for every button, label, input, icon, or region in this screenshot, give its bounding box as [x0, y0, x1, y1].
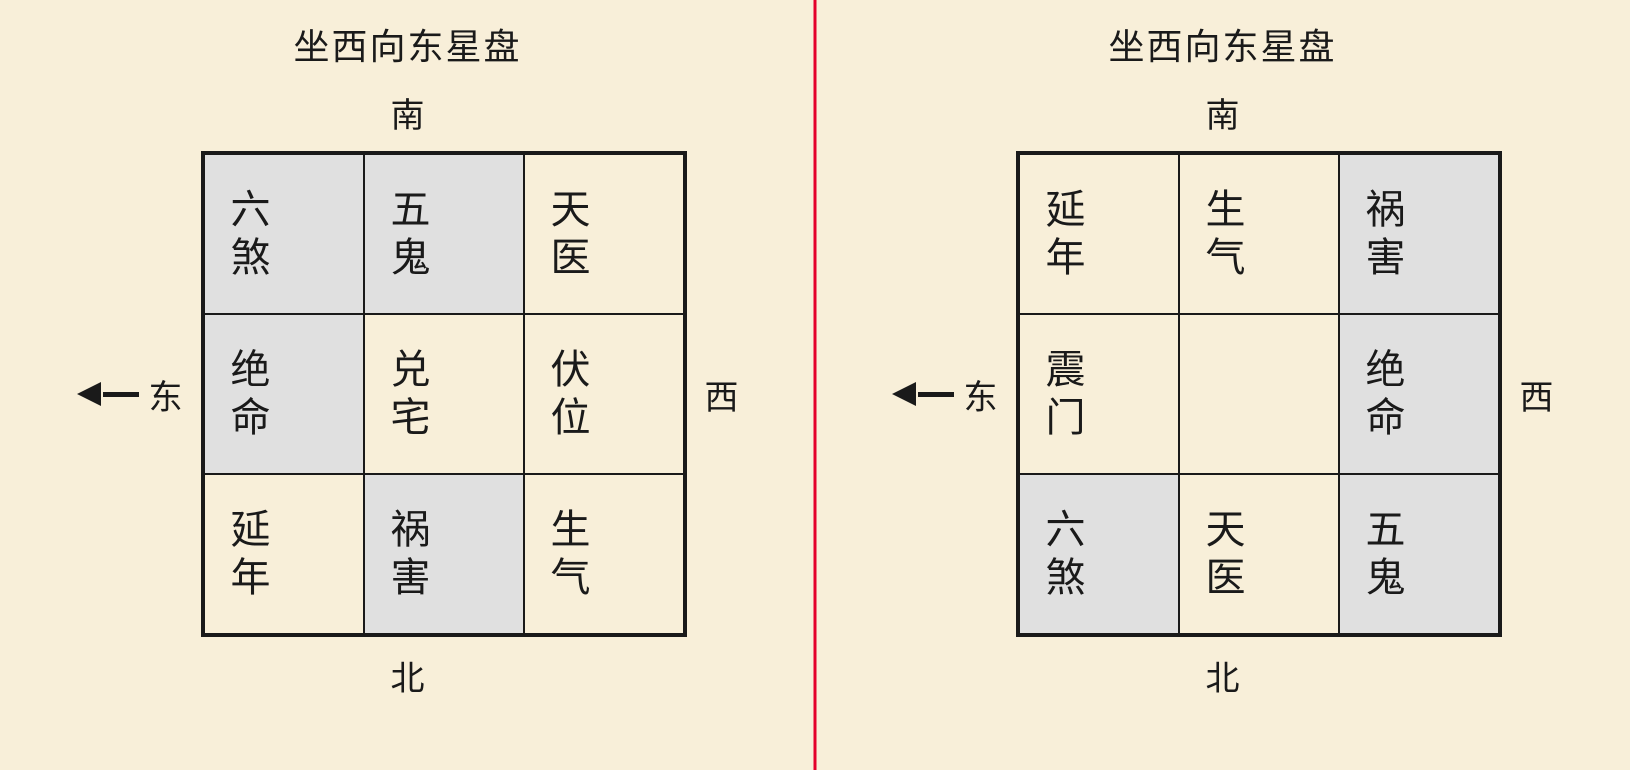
grid-cell: 祸害	[364, 474, 524, 634]
right-panel: 坐西向东星盘 南 东 延年 生气 祸害震门 绝命六煞 天医 五鬼 西 北	[815, 0, 1630, 770]
grid-cell: 伏位	[524, 314, 684, 474]
cell-text: 延年	[231, 506, 271, 602]
cell-text: 绝命	[1366, 346, 1406, 442]
grid-cell: 延年	[1019, 154, 1179, 314]
grid-cell	[1179, 314, 1339, 474]
compass-south: 南	[391, 88, 425, 137]
compass-east-label: 东	[964, 370, 998, 419]
cell-text: 天医	[1206, 506, 1246, 602]
cell-text: 五鬼	[391, 186, 431, 282]
arrow-stem	[103, 392, 139, 397]
compass-west: 西	[1520, 370, 1554, 419]
grid-cell: 天医	[1179, 474, 1339, 634]
cell-text: 祸害	[391, 506, 431, 602]
left-grid-row: 东 六煞 五鬼 天医绝命 兑宅 伏位延年 祸害 生气 西	[77, 151, 739, 637]
grid-cell: 五鬼	[1339, 474, 1499, 634]
compass-south: 南	[1206, 88, 1240, 137]
arrow-left-icon	[892, 382, 916, 406]
cell-text: 六煞	[231, 186, 271, 282]
grid-cell: 天医	[524, 154, 684, 314]
grid-cell: 绝命	[204, 314, 364, 474]
grid-cell: 祸害	[1339, 154, 1499, 314]
compass-west: 西	[705, 370, 739, 419]
compass-east-label: 东	[149, 370, 183, 419]
arrow-left-icon	[77, 382, 101, 406]
cell-text: 五鬼	[1366, 506, 1406, 602]
arrow-stem	[918, 392, 954, 397]
grid-cell: 震门	[1019, 314, 1179, 474]
cell-text: 天医	[551, 186, 591, 282]
left-grid: 六煞 五鬼 天医绝命 兑宅 伏位延年 祸害 生气	[201, 151, 687, 637]
cell-text: 六煞	[1046, 506, 1086, 602]
right-grid: 延年 生气 祸害震门 绝命六煞 天医 五鬼	[1016, 151, 1502, 637]
left-panel: 坐西向东星盘 南 东 六煞 五鬼 天医绝命 兑宅 伏位延年 祸害 生气 西 北	[0, 0, 815, 770]
grid-cell: 生气	[524, 474, 684, 634]
cell-text: 兑宅	[391, 346, 431, 442]
compass-north: 北	[1206, 651, 1240, 700]
grid-cell: 六煞	[204, 154, 364, 314]
grid-cell: 兑宅	[364, 314, 524, 474]
grid-cell: 六煞	[1019, 474, 1179, 634]
right-title: 坐西向东星盘	[1108, 18, 1336, 70]
cell-text: 生气	[1206, 186, 1246, 282]
compass-north: 北	[391, 651, 425, 700]
compass-east-arrow: 东	[77, 370, 183, 419]
cell-text: 祸害	[1366, 186, 1406, 282]
grid-cell: 生气	[1179, 154, 1339, 314]
cell-text: 绝命	[231, 346, 271, 442]
grid-cell: 五鬼	[364, 154, 524, 314]
compass-east-arrow: 东	[892, 370, 998, 419]
cell-text: 延年	[1046, 186, 1086, 282]
cell-text: 伏位	[551, 346, 591, 442]
cell-text: 震门	[1046, 346, 1086, 442]
right-grid-row: 东 延年 生气 祸害震门 绝命六煞 天医 五鬼 西	[892, 151, 1554, 637]
grid-cell: 绝命	[1339, 314, 1499, 474]
cell-text: 生气	[551, 506, 591, 602]
left-title: 坐西向东星盘	[293, 18, 521, 70]
grid-cell: 延年	[204, 474, 364, 634]
